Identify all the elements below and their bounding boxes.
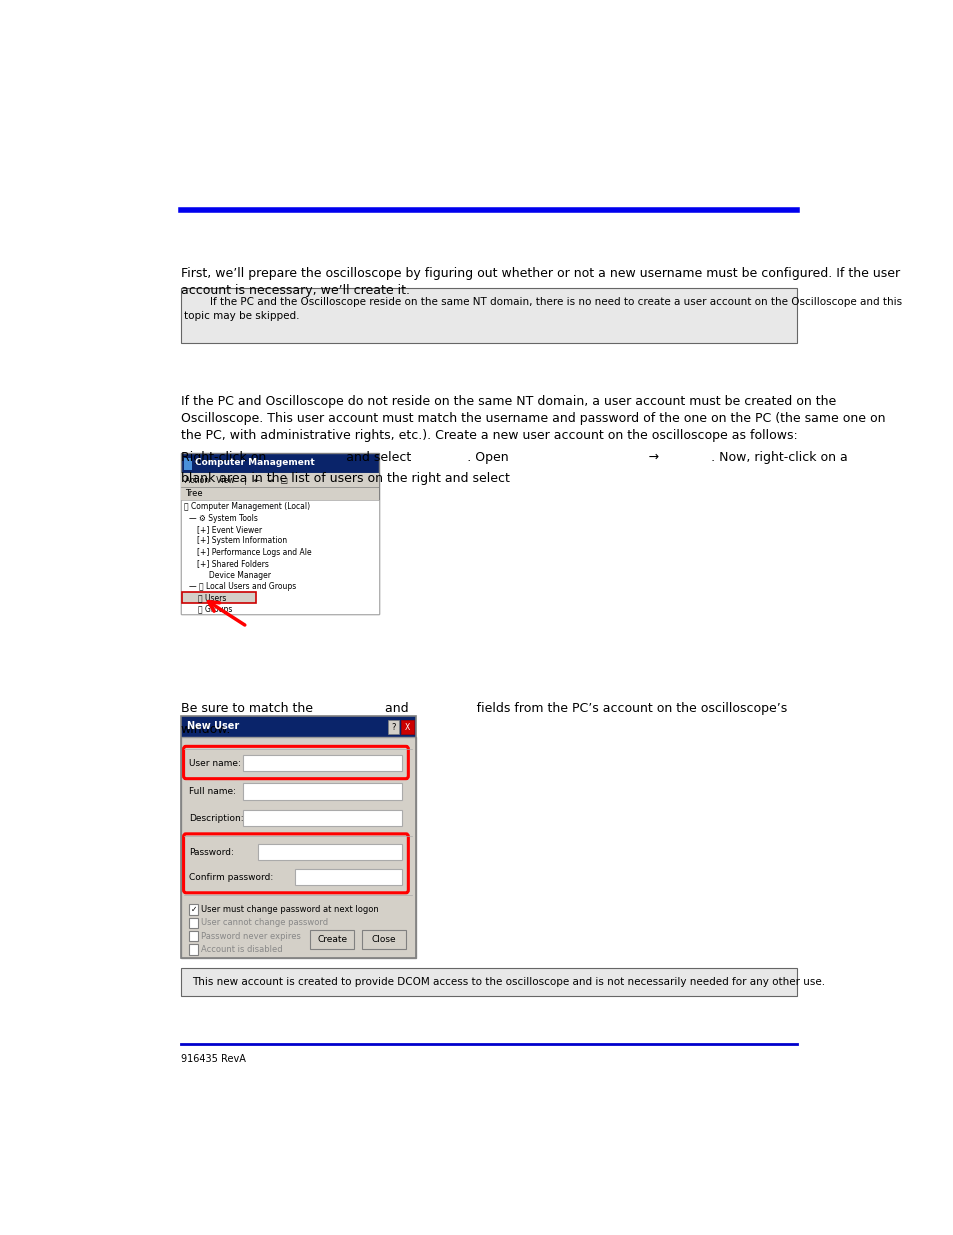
FancyBboxPatch shape (182, 593, 255, 603)
FancyBboxPatch shape (190, 944, 197, 955)
Text: — 👤 Local Users and Groups: — 👤 Local Users and Groups (190, 582, 296, 592)
Text: This new account is created to provide DCOM access to the oscilloscope and is no: This new account is created to provide D… (192, 977, 824, 987)
Text: X: X (404, 722, 410, 732)
FancyBboxPatch shape (190, 918, 197, 927)
Text: Tree: Tree (185, 489, 202, 498)
FancyBboxPatch shape (243, 783, 402, 799)
FancyBboxPatch shape (361, 930, 406, 948)
Text: Device Manager: Device Manager (196, 571, 271, 579)
Text: Create: Create (316, 935, 347, 944)
Text: If the PC and Oscilloscope do not reside on the same NT domain, a user account m: If the PC and Oscilloscope do not reside… (180, 395, 884, 442)
Text: User must change password at next logon: User must change password at next logon (201, 905, 378, 914)
Text: — ⚙ System Tools: — ⚙ System Tools (190, 514, 258, 522)
Text: [+] Shared Folders: [+] Shared Folders (196, 559, 269, 568)
Text: [+] Performance Logs and Ale: [+] Performance Logs and Ale (196, 548, 312, 557)
Text: [+] Event Viewer: [+] Event Viewer (196, 525, 262, 534)
Text: If the PC and the Oscilloscope reside on the same NT domain, there is no need to: If the PC and the Oscilloscope reside on… (184, 298, 902, 321)
FancyBboxPatch shape (180, 487, 378, 500)
Text: Computer Management: Computer Management (195, 458, 314, 468)
FancyBboxPatch shape (243, 755, 402, 771)
Text: 916435 RevA: 916435 RevA (180, 1055, 245, 1065)
FancyBboxPatch shape (180, 288, 797, 343)
FancyBboxPatch shape (310, 930, 354, 948)
Text: Password:: Password: (190, 848, 234, 857)
Text: Confirm password:: Confirm password: (190, 873, 274, 882)
Text: ?: ? (391, 722, 395, 732)
Text: 📁 Groups: 📁 Groups (198, 605, 233, 614)
FancyBboxPatch shape (180, 737, 416, 958)
FancyBboxPatch shape (258, 845, 402, 861)
Text: [+] System Information: [+] System Information (196, 536, 287, 546)
Text: Be sure to match the                  and                 fields from the PC’s a: Be sure to match the and fields from the… (180, 701, 786, 715)
Text: blank area in the list of users on the right and select: blank area in the list of users on the r… (180, 472, 509, 484)
FancyBboxPatch shape (243, 810, 402, 826)
FancyBboxPatch shape (190, 904, 197, 915)
Text: User cannot change password: User cannot change password (201, 919, 328, 927)
Text: Action   View    |   ←   →   □: Action View | ← → □ (185, 475, 288, 484)
FancyBboxPatch shape (183, 458, 193, 469)
FancyBboxPatch shape (180, 473, 378, 614)
FancyBboxPatch shape (190, 931, 197, 941)
FancyBboxPatch shape (387, 720, 399, 734)
Text: 📁 Users: 📁 Users (198, 594, 227, 603)
FancyBboxPatch shape (180, 452, 378, 473)
FancyBboxPatch shape (180, 473, 378, 487)
Text: New User: New User (187, 721, 238, 731)
Text: First, we’ll prepare the oscilloscope by figuring out whether or not a new usern: First, we’ll prepare the oscilloscope by… (180, 267, 899, 298)
FancyBboxPatch shape (400, 720, 413, 734)
Text: User name:: User name: (190, 760, 241, 768)
Text: Full name:: Full name: (190, 788, 236, 797)
Text: ✓: ✓ (191, 905, 196, 914)
Text: ⬛ Computer Management (Local): ⬛ Computer Management (Local) (183, 503, 310, 511)
FancyBboxPatch shape (180, 968, 797, 997)
Text: window.: window. (180, 722, 231, 736)
Text: Close: Close (372, 935, 395, 944)
FancyBboxPatch shape (294, 869, 402, 885)
Text: Description:: Description: (190, 814, 244, 823)
Text: Password never expires: Password never expires (201, 931, 301, 941)
FancyBboxPatch shape (180, 716, 416, 737)
FancyBboxPatch shape (180, 500, 378, 614)
Text: Right-click on                    and select              . Open                : Right-click on and select . Open (180, 451, 846, 463)
Text: Account is disabled: Account is disabled (201, 945, 283, 953)
